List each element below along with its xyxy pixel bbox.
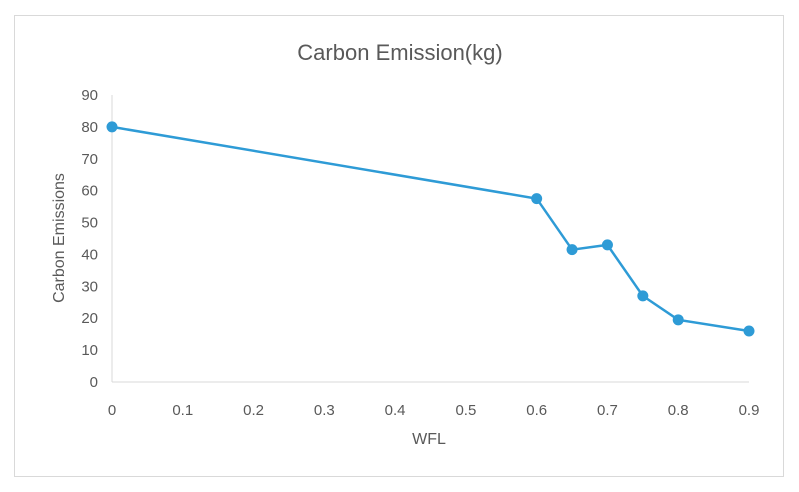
x-tick-label: 0.7: [597, 402, 618, 419]
y-tick-label: 30: [81, 278, 98, 295]
y-tick-label: 10: [81, 342, 98, 359]
y-axis-ticks: 0 10 20 30 40 50 60 70 80 90: [81, 87, 98, 391]
x-tick-label: 0.9: [739, 402, 760, 419]
data-point: [672, 314, 684, 326]
chart-frame: [14, 15, 784, 477]
x-tick-label: 0: [108, 402, 116, 419]
data-point: [743, 325, 755, 337]
x-tick-label: 0.8: [668, 402, 689, 419]
y-tick-label: 80: [81, 119, 98, 136]
x-tick-label: 0.3: [314, 402, 335, 419]
x-tick-label: 0.5: [455, 402, 476, 419]
x-axis-ticks: 0 0.1 0.2 0.3 0.4 0.5 0.6 0.7 0.8 0.9: [108, 402, 760, 419]
x-tick-label: 0.2: [243, 402, 264, 419]
x-tick-label: 0.1: [172, 402, 193, 419]
y-tick-label: 40: [81, 246, 98, 263]
y-tick-label: 0: [90, 374, 98, 391]
data-point: [106, 121, 118, 133]
data-points: [106, 121, 755, 337]
x-tick-label: 0.4: [385, 402, 406, 419]
y-tick-label: 70: [81, 151, 98, 168]
data-point: [637, 290, 649, 302]
series-line: [111, 125, 750, 333]
y-tick-label: 50: [81, 215, 98, 232]
x-axis-label: WFL: [412, 431, 446, 448]
data-point: [566, 244, 578, 256]
x-tick-label: 0.6: [526, 402, 547, 419]
data-point: [601, 239, 613, 251]
y-tick-label: 60: [81, 183, 98, 200]
y-tick-label: 90: [81, 87, 98, 104]
y-tick-label: 20: [81, 310, 98, 327]
chart-title: Carbon Emission(kg): [297, 40, 502, 65]
y-axis-label: Carbon Emissions: [51, 173, 68, 303]
data-point: [531, 193, 543, 205]
